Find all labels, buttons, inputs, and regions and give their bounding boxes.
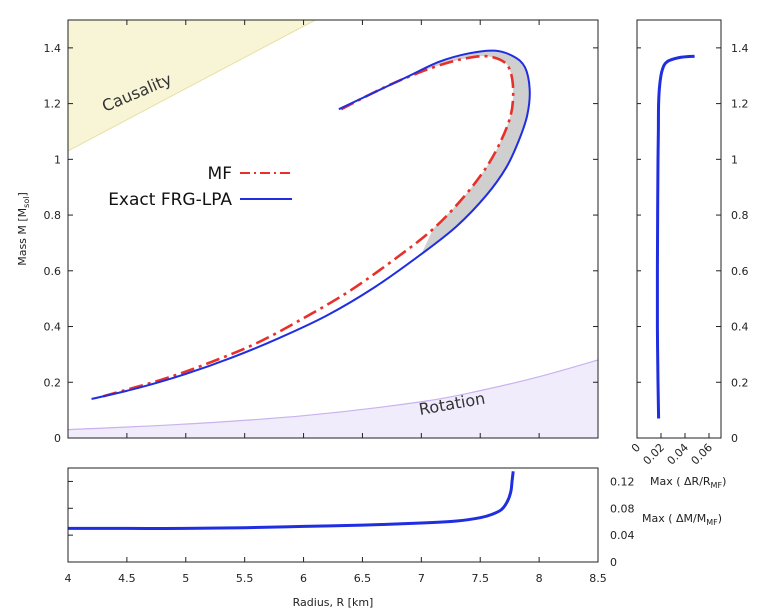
main-y-tick-label: 0: [54, 432, 61, 445]
right-y-tick-label: 1.4: [731, 42, 749, 55]
main-plot-frame: [67, 19, 599, 439]
right-y-tick-label: 0.2: [731, 376, 749, 389]
bottom-x-tick-label: 4.5: [118, 572, 136, 585]
main-y-tick-label: 0.4: [44, 321, 62, 334]
right-y-tick-label: 1.2: [731, 98, 749, 111]
bottom-x-tick-label: 4: [65, 572, 72, 585]
frg-lpa-curve: [91, 49, 531, 400]
right-x-tick-label: 0.02: [641, 441, 668, 468]
right-y-ticks: 0 0.2 0.4 0.6 0.8 1 1.2 1.4: [637, 42, 749, 445]
legend-label-frg: Exact FRG-LPA: [108, 190, 232, 210]
right-y-tick-label: 0.4: [731, 321, 749, 334]
bottom-x-tick-label: 5: [182, 572, 189, 585]
bottom-y-tick-label: 0.04: [610, 529, 635, 542]
difference-fill: [338, 50, 530, 255]
bottom-y-tick-label: 0: [610, 556, 617, 569]
main-panel: 00.20.40.60.811.21.4 Causality Rotation …: [16, 19, 599, 445]
bottom-y-axis-label: Max ( ΔM/MMF): [642, 512, 722, 527]
bottom-panel: 4 4.5 5 5.5 6 6.5 7 7.5 8 8.5 0 0.04 0.08 0.12 Radiu…: [65, 467, 722, 609]
right-x-tick-label: 0: [629, 441, 643, 455]
max-dm-curve: [68, 471, 515, 530]
rotation-region: [68, 359, 598, 438]
max-dr-curve: [655, 54, 695, 419]
bottom-y-ticks: 0 0.04 0.08 0.12: [68, 475, 635, 569]
bottom-y-tick-label: 0.12: [610, 475, 635, 488]
main-y-tick-label: 1.4: [44, 42, 62, 55]
right-panel: 00.020.040.06 00.20.40.60.811.21.4 Max (…: [629, 19, 749, 490]
right-y-tick-label: 1: [731, 153, 738, 166]
bottom-y-tick-label: 0.08: [610, 502, 635, 515]
bottom-x-tick-label: 7: [418, 572, 425, 585]
bottom-x-tick-label: 8: [536, 572, 543, 585]
bottom-plot-frame: [67, 467, 599, 563]
legend-label-mf: MF: [208, 164, 232, 184]
mf-curve: [102, 54, 515, 398]
causality-boundary: [68, 20, 316, 152]
main-y-tick-label: 0.2: [44, 376, 62, 389]
rotation-boundary: [68, 359, 598, 431]
bottom-x-tick-label: 6.5: [354, 572, 372, 585]
main-y-ticks: 0 0.2 0.4 0.6 0.8 1 1.2 1.4: [44, 20, 598, 445]
main-y-axis-label: Mass M [Msol]: [16, 192, 31, 266]
bottom-x-tick-label: 5.5: [236, 572, 254, 585]
right-y-tick-label: 0.8: [731, 209, 749, 222]
legend: MF Exact FRG-LPA: [108, 164, 292, 210]
bottom-x-ticks: 4 4.5 5 5.5 6 6.5 7 7.5 8 8.5: [65, 557, 607, 585]
right-x-tick-label: 0.04: [665, 441, 692, 468]
bottom-x-tick-label: 8.5: [589, 572, 607, 585]
main-y-tick-label: 1: [54, 153, 61, 166]
main-y-tick-label: 1.2: [44, 98, 62, 111]
right-y-tick-label: 0: [731, 432, 738, 445]
right-x-tick-label: 0.06: [689, 441, 716, 468]
bottom-x-tick-label: 7.5: [471, 572, 489, 585]
bottom-x-axis-label: Radius, R [km]: [293, 596, 374, 609]
main-y-tick-label: 0.8: [44, 209, 62, 222]
right-x-axis-label: Max ( ΔR/RMF): [650, 475, 726, 490]
right-y-tick-label: 0.6: [731, 265, 749, 278]
bottom-x-tick-label: 6: [300, 572, 307, 585]
main-y-tick-label: 0.6: [44, 265, 62, 278]
right-plot-frame: [636, 19, 722, 439]
